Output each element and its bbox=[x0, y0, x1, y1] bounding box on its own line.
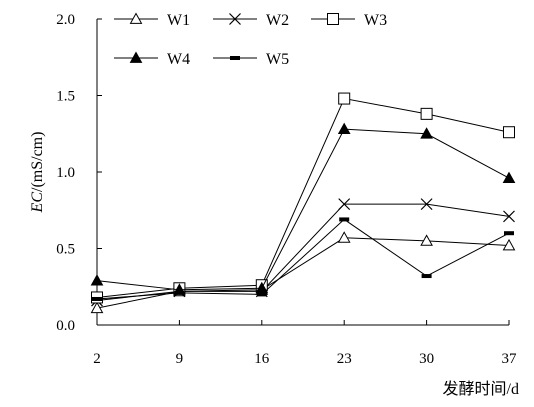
data-point-w3 bbox=[503, 126, 515, 139]
y-tick-label: 0.0 bbox=[56, 318, 75, 334]
data-point-w4 bbox=[337, 122, 351, 135]
legend-item-w2: W2 bbox=[213, 12, 289, 29]
data-point-w4 bbox=[502, 171, 516, 184]
y-tick-label: 1.0 bbox=[56, 165, 75, 181]
y-axis-title-unit: /(mS/cm) bbox=[29, 132, 46, 192]
legend-marker-w2 bbox=[229, 13, 241, 25]
y-axis-title: EC/(mS/cm) bbox=[29, 132, 46, 214]
data-point-w5 bbox=[421, 274, 432, 279]
legend-marker-w1 bbox=[129, 12, 143, 24]
x-axis-title: 发酵时间/d bbox=[443, 380, 519, 398]
series-line-w5 bbox=[96, 218, 510, 300]
series-w5 bbox=[92, 217, 514, 301]
legend-label-w2: W2 bbox=[266, 12, 289, 29]
legend-label-w1: W1 bbox=[167, 12, 190, 29]
data-point-w2-stroke bbox=[420, 198, 433, 211]
legend: W1 W2 W3 W4 W5 bbox=[114, 12, 387, 68]
series-w1 bbox=[90, 231, 516, 314]
data-point-w2-stroke bbox=[503, 210, 515, 223]
data-point-w5 bbox=[256, 292, 267, 297]
legend-marker-w3 bbox=[327, 13, 339, 25]
y-tick-label: 1.5 bbox=[56, 89, 75, 105]
series-line-w2 bbox=[96, 203, 510, 302]
data-point-w5 bbox=[92, 296, 102, 301]
y-tick-label: 0.5 bbox=[56, 242, 75, 258]
legend-label-w3: W3 bbox=[364, 12, 387, 29]
data-point-w4 bbox=[90, 274, 104, 286]
series-layer bbox=[90, 92, 516, 314]
series-w2 bbox=[91, 198, 515, 307]
data-point-w2 bbox=[420, 198, 433, 211]
data-point-w1 bbox=[502, 238, 516, 251]
data-point-w2 bbox=[338, 198, 351, 211]
series-line-w3 bbox=[96, 97, 510, 298]
data-point-w3 bbox=[420, 107, 433, 120]
data-point-w5 bbox=[504, 231, 514, 236]
data-point-w2 bbox=[503, 210, 515, 223]
legend-item-w5: W5 bbox=[213, 51, 289, 68]
data-point-w4 bbox=[420, 127, 433, 139]
series-w3 bbox=[91, 92, 515, 304]
series-line-w4 bbox=[96, 128, 510, 291]
legend-item-w1: W1 bbox=[114, 12, 190, 29]
y-axis-title-italic: EC bbox=[29, 192, 46, 214]
legend-item-w3: W3 bbox=[311, 12, 387, 29]
legend-marker-w2-stroke bbox=[229, 13, 241, 25]
legend-item-w4: W4 bbox=[114, 51, 190, 68]
legend-label-w4: W4 bbox=[167, 51, 190, 68]
x-tick-label: 37 bbox=[502, 351, 518, 367]
legend-marker-w5 bbox=[230, 56, 240, 60]
x-tick-label: 2 bbox=[93, 351, 101, 367]
axes: 0.0 0.5 1.0 1.5 2.0 2 9 16 23 30 37 bbox=[56, 12, 517, 367]
data-point-w2-stroke bbox=[338, 198, 351, 211]
y-tick-label: 2.0 bbox=[56, 12, 75, 28]
x-tick-label: 30 bbox=[419, 351, 434, 367]
data-point-w5 bbox=[174, 290, 185, 295]
data-point-w5 bbox=[339, 217, 350, 222]
x-tick-label: 16 bbox=[254, 351, 270, 367]
data-point-w3 bbox=[338, 92, 351, 105]
x-tick-label: 23 bbox=[337, 351, 352, 367]
series-w4 bbox=[90, 122, 516, 295]
x-tick-label: 9 bbox=[176, 351, 184, 367]
legend-marker-w4 bbox=[129, 51, 143, 63]
data-point-w1 bbox=[90, 301, 104, 314]
data-point-w1 bbox=[337, 231, 351, 243]
legend-label-w5: W5 bbox=[266, 51, 289, 68]
data-point-w1 bbox=[420, 234, 433, 246]
